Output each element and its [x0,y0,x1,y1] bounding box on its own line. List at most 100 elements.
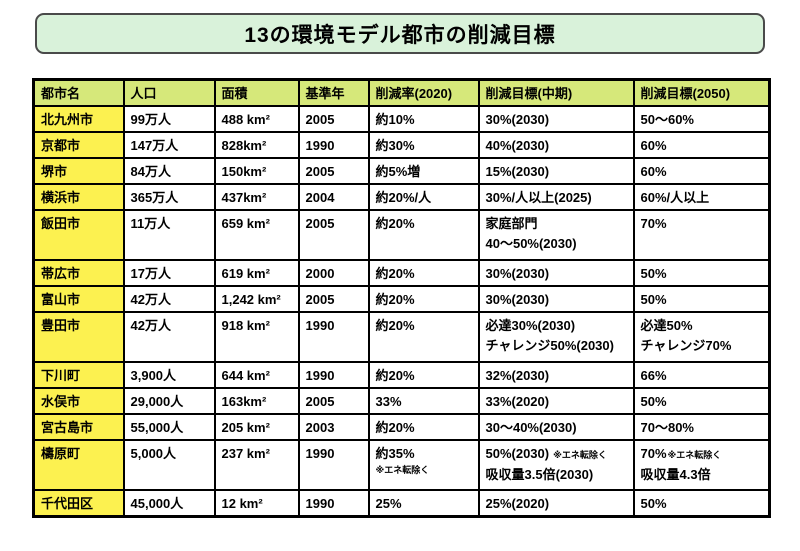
table-row: 帯広市 17万人 619 km² 2000 約20% 30%(2030) 50% [32,259,771,287]
cell-area: 437km² [213,183,300,211]
cell-population: 17万人 [122,259,216,287]
cell-base-year: 2005 [297,285,370,313]
cell-city: 檮原町 [32,439,125,491]
cell-city: 北九州市 [32,105,125,133]
cell-target-2050: 50% [632,259,771,287]
cell-area: 659 km² [213,209,300,261]
cell-base-year: 2005 [297,105,370,133]
cell-city: 宮古島市 [32,413,125,441]
cell-rate-2020: 約5%増 [367,157,480,185]
cell-city: 水俣市 [32,387,125,415]
cell-rate-2020: 約20% [367,361,480,389]
cell-city: 千代田区 [32,489,125,517]
cell-target-2050: 70%※エネ転除く 吸収量4.3倍 [632,439,771,491]
cell-rate-2020: 約20% [367,413,480,441]
cell-base-year: 2004 [297,183,370,211]
cell-city: 帯広市 [32,259,125,287]
cell-base-year: 1990 [297,361,370,389]
table-row: 水俣市 29,000人 163km² 2005 33% 33%(2020) 50… [32,387,771,415]
cell-population: 45,000人 [122,489,216,517]
target-mid-line1: 必達30%(2030) [485,318,576,333]
cell-target-2050: 66% [632,361,771,389]
target-mid-line2: チャレンジ50%(2030) [485,338,614,353]
cell-city: 富山市 [32,285,125,313]
target-mid-value: 50%(2030) [485,446,550,461]
cell-rate-2020: 約10% [367,105,480,133]
header-city: 都市名 [32,78,125,107]
cell-target-2050: 70〜80% [632,413,771,441]
cell-target-2050: 50% [632,285,771,313]
cell-population: 29,000人 [122,387,216,415]
cell-population: 42万人 [122,311,216,363]
target-mid-line2: 40〜50%(2030) [485,236,577,251]
cell-rate-2020: 33% [367,387,480,415]
target-mid-note: ※エネ転除く [553,450,607,460]
cell-population: 11万人 [122,209,216,261]
cell-rate-2020: 約20% [367,259,480,287]
table-row: 飯田市 11万人 659 km² 2005 約20% 家庭部門 40〜50%(2… [32,209,771,261]
cell-target-mid: 15%(2030) [477,157,635,185]
cell-city: 堺市 [32,157,125,185]
cell-rate-2020: 約20%/人 [367,183,480,211]
cell-base-year: 2005 [297,387,370,415]
cell-population: 365万人 [122,183,216,211]
cell-target-mid: 33%(2020) [477,387,635,415]
cell-target-mid: 30%(2030) [477,285,635,313]
target-mid-line1: 50%(2030) ※エネ転除く [486,444,628,465]
cell-target-mid: 25%(2020) [477,489,635,517]
cell-area: 828km² [213,131,300,159]
cell-population: 84万人 [122,157,216,185]
cell-target-2050: 必達50% チャレンジ70% [632,311,771,363]
table-row: 豊田市 42万人 918 km² 1990 約20% 必達30%(2030) チ… [32,311,771,363]
cell-target-mid: 30〜40%(2030) [477,413,635,441]
table-row: 宮古島市 55,000人 205 km² 2003 約20% 30〜40%(20… [32,413,771,441]
cell-base-year: 2005 [297,157,370,185]
cell-population: 55,000人 [122,413,216,441]
target-mid-line2: 吸収量3.5倍(2030) [485,467,594,482]
cell-target-mid: 必達30%(2030) チャレンジ50%(2030) [477,311,635,363]
cell-base-year: 1990 [297,311,370,363]
target-mid-line1: 家庭部門 [485,216,538,231]
cities-table: 都市名 人口 面積 基準年 削減率(2020) 削減目標(中期) 削減目標(20… [32,78,771,518]
target-2050-value: 70% [640,446,667,461]
table-row: 横浜市 365万人 437km² 2004 約20%/人 30%/人以上(202… [32,183,771,211]
table-row: 千代田区 45,000人 12 km² 1990 25% 25%(2020) 5… [32,489,771,517]
target-2050-line1: 必達50% [640,318,693,333]
header-area: 面積 [213,78,300,107]
cell-area: 918 km² [213,311,300,363]
cell-rate-2020: 約20% [367,311,480,363]
cell-target-2050: 50〜60% [632,105,771,133]
table-row: 富山市 42万人 1,242 km² 2005 約20% 30%(2030) 5… [32,285,771,313]
cell-area: 12 km² [213,489,300,517]
cell-base-year: 2005 [297,209,370,261]
cell-rate-2020: 25% [367,489,480,517]
cell-base-year: 2003 [297,413,370,441]
page-title: 13の環境モデル都市の削減目標 [244,23,556,47]
cell-population: 42万人 [122,285,216,313]
cell-rate-2020: 約30% [367,131,480,159]
cell-target-2050: 50% [632,387,771,415]
cell-target-mid: 30%/人以上(2025) [477,183,635,211]
header-target-2050: 削減目標(2050) [632,78,771,107]
target-2050-line2: 吸収量4.3倍 [640,467,711,482]
table-row: 下川町 3,900人 644 km² 1990 約20% 32%(2030) 6… [32,361,771,389]
cell-rate-2020: 約20% [367,285,480,313]
cell-area: 1,242 km² [213,285,300,313]
cell-city: 横浜市 [32,183,125,211]
title-box: 13の環境モデル都市の削減目標 [35,13,765,54]
target-2050-note: ※エネ転除く [667,450,722,460]
rate-note: ※エネ転除く [375,465,430,475]
cell-base-year: 1990 [297,131,370,159]
table-row: 檮原町 5,000人 237 km² 1990 約35% ※エネ転除く 50%(… [32,439,771,491]
cell-city: 飯田市 [32,209,125,261]
cell-rate-2020: 約20% [367,209,480,261]
header-row: 都市名 人口 面積 基準年 削減率(2020) 削減目標(中期) 削減目標(20… [32,78,771,107]
cell-population: 147万人 [122,131,216,159]
target-2050-line2: チャレンジ70% [640,338,732,353]
cell-base-year: 2000 [297,259,370,287]
cell-target-2050: 50% [632,489,771,517]
cell-city: 京都市 [32,131,125,159]
cell-base-year: 1990 [297,489,370,517]
cell-target-mid: 40%(2030) [477,131,635,159]
